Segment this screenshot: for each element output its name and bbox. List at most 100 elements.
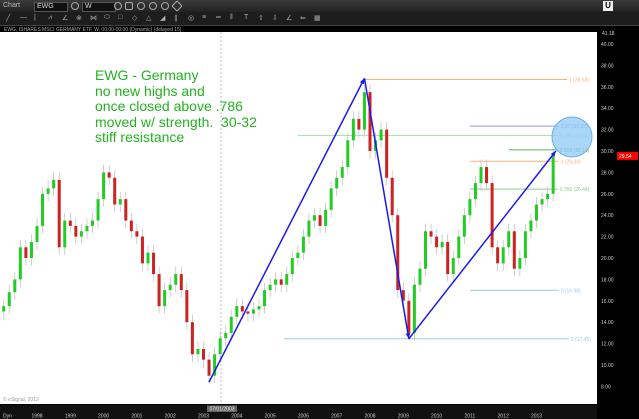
drawing-tool-0[interactable]: ╱	[6, 15, 11, 22]
x-tick-label: 2008	[364, 414, 375, 419]
symbol-settings-icon[interactable]	[71, 2, 79, 10]
candle	[168, 284, 172, 291]
candle	[218, 338, 222, 355]
drawing-tool-14[interactable]: ≡	[202, 14, 207, 21]
trend-line	[408, 150, 557, 340]
candle	[185, 290, 189, 323]
interval-input[interactable]: W	[82, 2, 116, 12]
zoom-icon[interactable]	[149, 2, 157, 10]
candle	[52, 179, 56, 189]
clock-icon[interactable]	[161, 2, 169, 10]
candle	[440, 241, 444, 248]
pencil-icon[interactable]	[125, 2, 133, 10]
drawing-tool-5[interactable]: ⊗	[76, 15, 82, 22]
candle	[2, 306, 6, 312]
candle	[418, 268, 422, 285]
drawing-tool-2[interactable]: |	[34, 14, 36, 21]
candle	[529, 220, 533, 232]
candle	[274, 279, 278, 285]
link-icon[interactable]	[171, 0, 183, 12]
drawing-tool-17[interactable]: T	[244, 14, 249, 21]
candle	[490, 183, 494, 248]
candle	[346, 140, 350, 168]
candle	[63, 220, 67, 248]
fib-level-label: 1 (29.04)	[561, 159, 581, 165]
last-price-tag	[617, 151, 638, 160]
chart-header: EWG, ISHARES MSCI GERMANY ETF, W, 00:00-…	[4, 27, 182, 33]
candle	[501, 247, 505, 264]
candle	[174, 274, 178, 285]
candle	[251, 309, 255, 314]
candle	[279, 279, 283, 285]
drawing-tool-3[interactable]: ⩘	[48, 14, 52, 21]
candle	[457, 236, 461, 258]
candle	[163, 290, 167, 307]
interval-settings-icon[interactable]	[114, 2, 122, 10]
u-button[interactable]: U	[603, 1, 613, 11]
x-tick-label: 2009	[398, 414, 409, 419]
candle	[512, 231, 516, 269]
drawing-tool-7[interactable]: ⬭	[104, 14, 110, 21]
candle	[190, 322, 194, 355]
candle	[24, 247, 28, 258]
drawing-tool-11[interactable]: ◢	[160, 15, 166, 22]
drawing-tool-19[interactable]: ⇩	[272, 15, 278, 22]
price-chart[interactable]: 1 (36.68)1.27 (32.32)0.786 (31.46)0.618 …	[0, 26, 639, 419]
x-tick-label: 2007	[331, 414, 342, 419]
candle	[540, 199, 544, 205]
watermark: © eSignal, 2013	[3, 397, 39, 403]
drawing-tool-12[interactable]: ∥	[174, 15, 178, 22]
candle	[224, 332, 228, 339]
candle	[102, 172, 106, 200]
x-tick-label: 2010	[431, 414, 442, 419]
drawing-tool-8[interactable]: □	[118, 14, 123, 21]
candle	[340, 167, 344, 178]
y-tick-label: 10.00	[601, 363, 614, 369]
candle	[146, 252, 150, 264]
candle	[424, 231, 427, 269]
y-tick-label: 34.00	[601, 106, 614, 112]
drawing-tool-1[interactable]: —	[20, 14, 27, 21]
y-tick-label: 36.00	[601, 85, 614, 91]
candle	[196, 348, 200, 355]
drawing-tool-10[interactable]: △	[146, 15, 152, 22]
drawing-tool-21[interactable]: ⇐	[300, 15, 306, 22]
drawing-tool-13[interactable]: ◎	[188, 15, 195, 22]
drawing-tool-20[interactable]: ∠	[286, 15, 293, 22]
candle	[385, 129, 389, 178]
candle	[523, 231, 527, 258]
y-tick-label: 18.00	[601, 277, 614, 283]
candle	[429, 231, 433, 237]
drawing-tool-16[interactable]: ‖	[230, 14, 233, 21]
drawing-tool-18[interactable]: ⇧	[258, 15, 264, 22]
last-price-label: 29.54	[619, 154, 632, 160]
y-tick-label: 16.00	[601, 299, 614, 305]
x-tick-label: 2004	[231, 414, 242, 419]
drawing-tool-9[interactable]: ◇	[132, 15, 138, 22]
drawing-tool-22[interactable]: ▦	[314, 15, 321, 22]
refresh-icon[interactable]	[137, 2, 145, 10]
candle	[235, 306, 239, 317]
x-tick-label: 1999	[65, 414, 76, 419]
crosshair-date-tag	[207, 405, 237, 412]
candle	[179, 274, 183, 291]
drawing-tool-4[interactable]: ∠	[62, 15, 69, 22]
x-tick-label: 2006	[298, 414, 309, 419]
x-tick-label: 2002	[165, 414, 176, 419]
drawing-tool-15[interactable]: ═	[216, 14, 221, 21]
y-tick-label: 12.00	[601, 342, 614, 348]
y-tick-label: 32.00	[601, 128, 614, 134]
chart-annotation: EWG - Germany no new highs and once clos…	[95, 67, 257, 145]
x-tick-label: 1998	[31, 414, 42, 419]
candle	[46, 188, 50, 194]
candle	[202, 348, 205, 360]
candle	[435, 236, 439, 248]
y-tick-label: 30.00	[601, 149, 614, 155]
symbol-input[interactable]: EWG	[34, 2, 68, 12]
fib-level-label: 0 (16.98)	[561, 288, 581, 294]
candle	[7, 292, 11, 307]
drawing-tool-6[interactable]: ⋈	[90, 15, 97, 22]
candle	[135, 231, 139, 237]
candle	[263, 290, 267, 307]
resistance-circle	[551, 116, 593, 158]
